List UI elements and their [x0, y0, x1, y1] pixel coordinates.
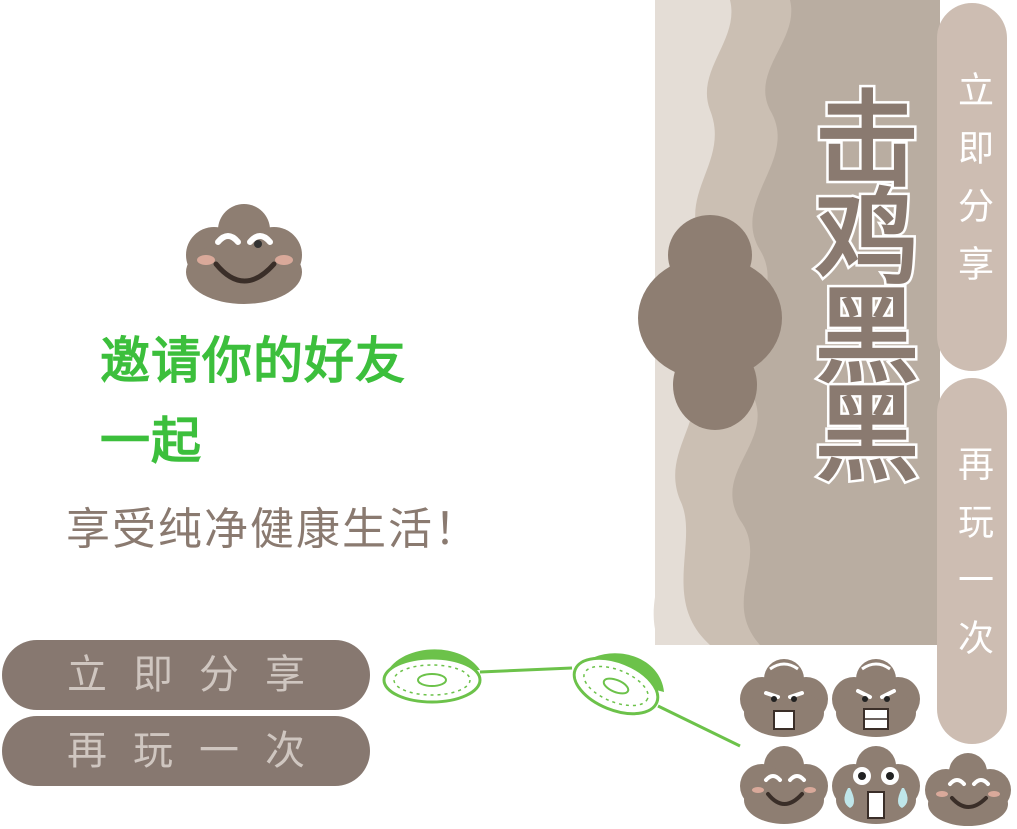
replay-button[interactable]: 再玩一次 [2, 716, 370, 786]
scared-cloud-icon [832, 659, 920, 737]
invite-headline-line1: 邀请你的好友 [100, 332, 406, 390]
crying-cloud-icon [832, 746, 920, 824]
slogan-text: 享受纯净健康生活！ [66, 504, 480, 555]
wink-cloud-icon [925, 753, 1011, 826]
right-panel-background [638, 0, 940, 645]
side-share-button[interactable]: 立即分享 [937, 3, 1007, 371]
share-button[interactable]: 立即分享 [2, 640, 370, 710]
happy-cloud-icon [740, 746, 828, 824]
green-leaf-racket-icon [382, 649, 741, 748]
smiling-cloud-mascot-icon [186, 204, 302, 304]
side-replay-button[interactable]: 再玩一次 [937, 378, 1007, 744]
angry-cloud-icon [740, 659, 828, 737]
game-title: 击鸡黑黑 [794, 83, 921, 480]
invite-headline-line2: 一起 [100, 412, 202, 470]
